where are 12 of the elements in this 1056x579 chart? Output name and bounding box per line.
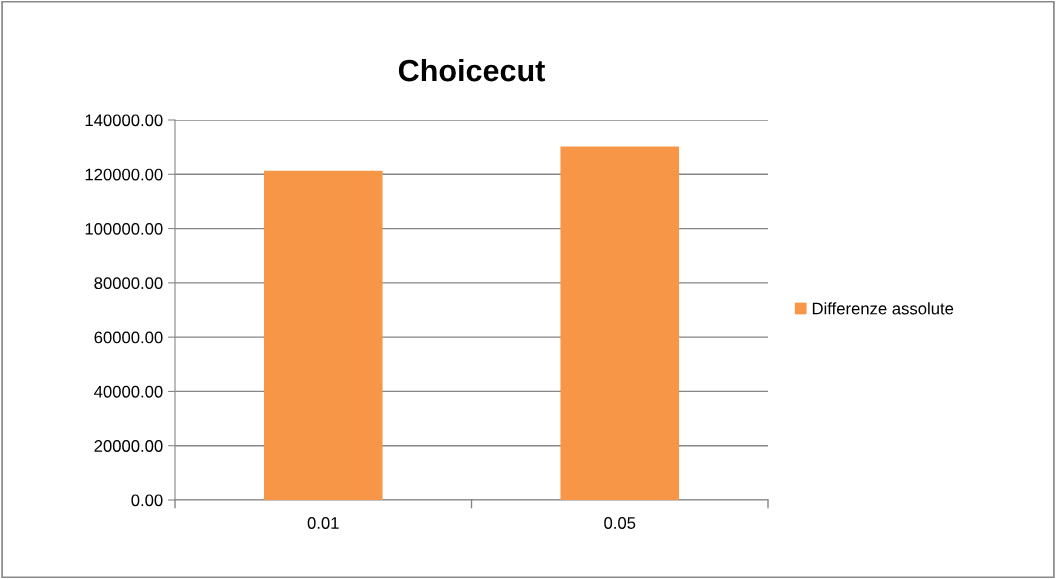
- chart-title: Choicecut: [398, 58, 545, 82]
- y-tick-label: 60000.00: [94, 331, 163, 344]
- y-tick-label: 100000.00: [85, 222, 163, 235]
- y-tick-label: 20000.00: [94, 440, 163, 452]
- y-tick-label: 140000.00: [85, 114, 163, 127]
- legend-label: Differenze assolute: [812, 302, 954, 315]
- y-tick-label: 120000.00: [85, 168, 163, 181]
- y-tick-label: 80000.00: [94, 277, 163, 290]
- x-tick-label: 0.05: [604, 517, 636, 529]
- y-tick-label: 0.00: [131, 494, 163, 507]
- y-tick-label: 40000.00: [94, 385, 163, 398]
- x-tick-label: 0.01: [307, 517, 339, 529]
